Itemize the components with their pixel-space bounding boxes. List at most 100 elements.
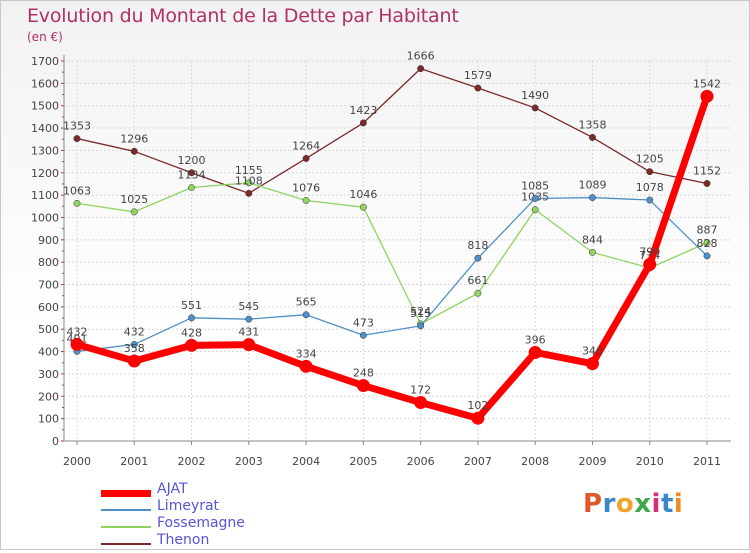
data-label-thenon: 1358: [578, 118, 606, 131]
logo-letter: i: [673, 489, 684, 519]
x-tick-label: 2010: [636, 455, 664, 468]
y-tick-label: 1500: [31, 100, 59, 113]
data-label-fossemagne: 1025: [120, 193, 148, 206]
data-point-limeyrat: [245, 315, 253, 323]
x-tick-label: 2004: [292, 455, 320, 468]
data-label-fossemagne: 1134: [178, 169, 206, 182]
data-point-fossemagne: [245, 179, 253, 187]
data-point-thenon: [531, 104, 539, 112]
data-label-thenon: 1353: [63, 120, 91, 133]
data-label-ajat: 102: [467, 399, 488, 412]
data-label-limeyrat: 818: [467, 239, 488, 252]
legend-label: Fossemagne: [157, 515, 245, 531]
x-tick-label: 2009: [578, 455, 606, 468]
data-point-limeyrat: [703, 252, 711, 260]
data-label-fossemagne: 844: [582, 233, 603, 246]
data-point-fossemagne: [188, 184, 195, 191]
data-point-fossemagne: [302, 197, 310, 204]
data-label-limeyrat: 1089: [578, 179, 606, 192]
data-point-ajat: [127, 354, 141, 368]
data-point-fossemagne: [703, 239, 711, 247]
x-tick-label: 2003: [235, 455, 263, 468]
data-label-limeyrat: 473: [353, 316, 374, 329]
data-point-thenon: [589, 133, 596, 141]
y-tick-label: 300: [38, 368, 59, 381]
data-point-thenon: [646, 168, 654, 176]
y-tick-label: 500: [38, 323, 59, 336]
data-label-limeyrat: 545: [238, 300, 259, 313]
data-point-thenon: [302, 155, 310, 162]
data-point-ajat: [299, 359, 313, 373]
data-point-ajat: [356, 379, 370, 393]
data-point-thenon: [703, 180, 711, 187]
data-point-ajat: [70, 337, 84, 351]
x-tick-label: 2006: [407, 455, 435, 468]
y-tick-label: 1000: [31, 211, 59, 224]
data-label-thenon: 1296: [120, 132, 148, 145]
logo-letter: o: [615, 489, 635, 519]
data-label-fossemagne: 1046: [349, 188, 377, 201]
data-point-thenon: [474, 84, 482, 92]
data-point-ajat: [242, 338, 256, 352]
data-point-thenon: [245, 189, 253, 197]
data-label-ajat: 396: [525, 333, 546, 346]
data-label-limeyrat: 1078: [636, 181, 664, 194]
chart-title: Evolution du Montant de la Dette par Hab…: [27, 5, 459, 27]
legend-label: Thenon: [157, 532, 210, 548]
data-point-limeyrat: [531, 195, 539, 202]
data-point-limeyrat: [589, 194, 596, 202]
data-label-fossemagne: 1108: [235, 174, 263, 187]
data-point-fossemagne: [474, 289, 482, 297]
data-label-fossemagne: 1076: [292, 181, 320, 194]
legend-label: Limeyrat: [157, 498, 220, 514]
y-tick-label: 700: [38, 279, 59, 292]
data-label-ajat: 358: [124, 342, 145, 355]
series-line-limeyrat: [76, 196, 708, 353]
y-tick-label: 1300: [31, 144, 59, 157]
data-label-thenon: 1579: [464, 69, 492, 82]
chart-subtitle: (en €): [27, 30, 63, 44]
y-tick-label: 800: [38, 256, 59, 269]
data-point-thenon: [188, 169, 195, 177]
y-tick-label: 400: [38, 346, 59, 359]
legend-label: AJAT: [157, 481, 188, 497]
legend-swatch: [101, 509, 151, 511]
y-tick-label: 1200: [31, 167, 59, 180]
data-point-fossemagne: [130, 208, 138, 216]
data-label-limeyrat: 551: [181, 299, 202, 312]
data-label-thenon: 1423: [349, 104, 377, 117]
x-tick-label: 2008: [521, 455, 549, 468]
proxiti-logo: Proxiti: [583, 489, 683, 519]
data-label-ajat: 248: [353, 367, 374, 380]
data-label-ajat: 428: [181, 326, 202, 339]
data-label-thenon: 1200: [178, 154, 206, 167]
data-label-limeyrat: 828: [697, 237, 718, 250]
data-point-fossemagne: [73, 199, 81, 207]
legend-swatch: [101, 543, 151, 545]
y-tick-label: 0: [52, 435, 59, 448]
data-point-ajat: [414, 396, 428, 410]
data-label-limeyrat: 1085: [521, 179, 549, 192]
y-tick-label: 1700: [31, 55, 59, 68]
data-point-thenon: [130, 147, 138, 155]
data-point-limeyrat: [130, 340, 138, 348]
legend-swatch: [101, 489, 151, 497]
data-label-ajat: 1542: [693, 77, 721, 90]
data-label-ajat: 432: [67, 325, 88, 338]
data-label-ajat: 334: [296, 347, 317, 360]
data-point-ajat: [585, 357, 599, 371]
data-point-thenon: [417, 65, 425, 73]
x-tick-label: 2005: [349, 455, 377, 468]
data-label-fossemagne: 661: [467, 274, 488, 287]
data-label-thenon: 1205: [636, 153, 664, 166]
data-point-limeyrat: [417, 322, 425, 330]
y-tick-label: 1400: [31, 122, 59, 135]
y-tick-label: 900: [38, 234, 59, 247]
x-tick-label: 2002: [178, 455, 206, 468]
logo-letter: P: [583, 489, 603, 519]
data-label-ajat: 790: [639, 245, 660, 258]
data-point-ajat: [185, 338, 199, 352]
data-label-ajat: 172: [410, 384, 431, 397]
data-point-thenon: [359, 119, 367, 127]
